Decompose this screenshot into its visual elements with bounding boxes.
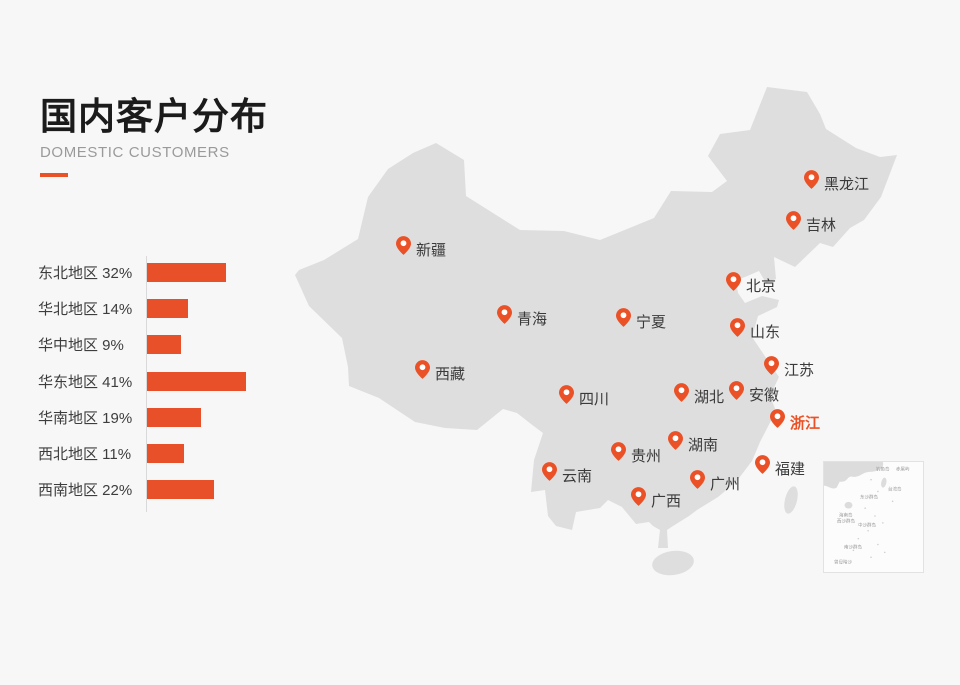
map-pin-label: 四川 xyxy=(579,391,610,408)
location-pin-icon xyxy=(785,211,801,230)
map-pin-label: 广州 xyxy=(710,476,741,493)
page-subtitle: DOMESTIC CUSTOMERS xyxy=(40,144,230,162)
inset-island-label: 西沙群岛 xyxy=(837,518,856,525)
chart-row: 西南地区 22% xyxy=(38,472,318,508)
location-pin-icon xyxy=(729,318,745,337)
location-pin-icon xyxy=(769,409,785,428)
inset-island-label: 东沙群岛 xyxy=(860,494,879,501)
chart-row: 东北地区 32% xyxy=(38,254,318,290)
map-pin-label: 江苏 xyxy=(784,362,815,379)
china-mainland-shape xyxy=(295,87,897,548)
region-bar-chart-rows: 东北地区 32% 华北地区 14% 华中地区 9% 华东地区 41% 华南地区 19% 西… xyxy=(38,254,318,508)
chart-row-label: 西南地区 22% xyxy=(38,482,133,500)
inset-island-label: 赤尾屿 xyxy=(896,466,910,473)
map-pin-label: 北京 xyxy=(746,278,777,295)
taiwan-island-shape xyxy=(784,486,798,514)
map-pin-label: 浙江 xyxy=(790,415,821,432)
chart-row: 华北地区 14% xyxy=(38,290,318,326)
region-bar-chart: 东北地区 32% 华北地区 14% 华中地区 9% 华东地区 41% 华南地区 19% 西… xyxy=(38,254,318,512)
chart-bar xyxy=(146,480,214,500)
map-pin-label: 西藏 xyxy=(435,366,466,383)
map-pin-label: 广西 xyxy=(651,493,682,510)
location-pin-icon xyxy=(610,442,626,461)
inset-island-label: 台湾岛 xyxy=(888,486,902,493)
chart-bar xyxy=(146,407,201,427)
map-pin-label: 云南 xyxy=(562,468,593,485)
location-pin-icon xyxy=(667,431,683,450)
location-pin-icon xyxy=(725,272,741,291)
map-pin-label: 湖南 xyxy=(688,437,719,454)
hainan-island-shape xyxy=(652,550,694,576)
chart-row: 华中地区 9% xyxy=(38,327,318,363)
inset-hainan-shape xyxy=(844,501,853,509)
location-pin-icon xyxy=(496,305,512,324)
chart-row: 西北地区 11% xyxy=(38,435,318,471)
inset-island-label: 曾母暗沙 xyxy=(834,559,853,566)
location-pin-icon xyxy=(673,383,689,402)
map-pin-label: 宁夏 xyxy=(636,314,667,331)
chart-bar xyxy=(146,371,246,391)
location-pin-icon xyxy=(763,356,779,375)
map-pin-label: 青海 xyxy=(517,311,548,328)
title-underline xyxy=(40,173,68,178)
chart-bar xyxy=(146,444,184,464)
location-pin-icon xyxy=(541,462,557,481)
chart-bar xyxy=(146,335,181,355)
chart-row: 华南地区 19% xyxy=(38,399,318,435)
location-pin-icon xyxy=(754,455,770,474)
header: 国内客户分布 DOMESTIC CUSTOMERS xyxy=(40,94,268,178)
map-pin-label: 湖北 xyxy=(694,389,725,406)
chart-row-label: 华南地区 19% xyxy=(38,409,133,427)
map-pin-label: 黑龙江 xyxy=(824,176,870,193)
chart-row-label: 西北地区 11% xyxy=(38,446,132,464)
location-pin-icon xyxy=(395,236,411,255)
map-pin-label: 新疆 xyxy=(416,242,447,259)
inset-mainland-shape xyxy=(824,462,884,489)
map-pin-label: 福建 xyxy=(775,461,806,478)
chart-row: 华东地区 41% xyxy=(38,363,318,399)
chart-row-label: 华中地区 9% xyxy=(38,337,124,355)
location-pin-icon xyxy=(728,381,744,400)
inset-map-shapes xyxy=(824,462,894,559)
chart-row-label: 华北地区 14% xyxy=(38,300,133,318)
map-pin-label: 山东 xyxy=(750,324,781,341)
inset-islets xyxy=(852,478,894,559)
inset-island-label: 南沙群岛 xyxy=(844,544,863,551)
chart-row-label: 东北地区 32% xyxy=(38,264,133,282)
page-title: 国内客户分布 xyxy=(40,96,268,137)
location-pin-icon xyxy=(803,170,819,189)
location-pin-icon xyxy=(558,385,574,404)
inset-island-label: 钓鱼岛 xyxy=(876,466,890,473)
chart-bar xyxy=(146,262,226,282)
map-pin-label: 安徽 xyxy=(749,387,780,404)
location-pin-icon xyxy=(615,308,631,327)
location-pin-icon xyxy=(689,470,705,489)
location-pin-icon xyxy=(414,360,430,379)
chart-bar xyxy=(146,298,188,318)
map-pin-label: 吉林 xyxy=(806,217,837,234)
inset-island-label: 中沙群岛 xyxy=(858,522,877,529)
chart-axis-line xyxy=(146,256,147,512)
inset-taiwan-shape xyxy=(881,477,887,488)
chart-row-label: 华东地区 41% xyxy=(38,373,133,391)
south-china-sea-inset: 钓鱼岛 赤尾屿台湾岛东沙群岛海南岛 西沙群岛 中沙群岛南沙群岛曾母暗沙 xyxy=(823,461,924,573)
inset-island-label: 海南岛 xyxy=(839,512,853,519)
location-pin-icon xyxy=(630,487,646,506)
map-pin-label: 贵州 xyxy=(631,448,662,465)
